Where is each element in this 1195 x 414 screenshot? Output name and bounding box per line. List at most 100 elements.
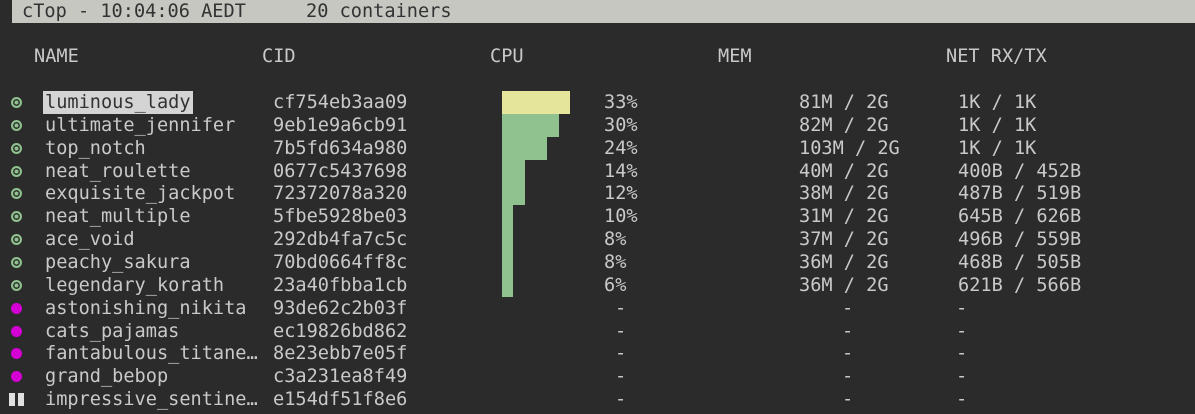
cpu-value: 12%	[604, 183, 638, 205]
status-paused-icon	[9, 393, 25, 407]
column-header-mem[interactable]: MEM	[718, 46, 752, 67]
status-stopped-icon	[11, 371, 22, 383]
mem-value: 36M / 2G	[799, 274, 889, 296]
cpu-value: 14%	[604, 160, 638, 182]
status-running-icon	[11, 97, 22, 108]
cpu-bar	[502, 182, 525, 206]
net-value: 1K / 1K	[958, 137, 1037, 159]
column-header-cid[interactable]: CID	[262, 46, 296, 67]
container-row[interactable]: grand_bebop c3a231ea8f49 - - -	[0, 365, 1195, 388]
container-cid: 23a40fbba1cb	[273, 274, 408, 296]
column-header-net[interactable]: NET RX/TX	[946, 46, 1047, 67]
container-count: 20 containers	[306, 1, 452, 22]
container-row[interactable]: neat_multiple 5fbe5928be03 10% 31M / 2G 645B…	[0, 205, 1195, 229]
net-value: -	[956, 297, 968, 319]
net-value: 487B / 519B	[958, 183, 1082, 205]
column-header-cpu[interactable]: CPU	[490, 46, 524, 67]
status-running-icon	[11, 234, 22, 246]
container-name: luminous_lady	[43, 91, 193, 114]
mem-value: 36M / 2G	[799, 251, 889, 273]
status-running-icon	[11, 279, 22, 291]
container-row[interactable]: cats_pajamas ec19826bd862 - - -	[0, 320, 1195, 343]
container-row[interactable]: fantabulous_titane… 8e23ebb7e05f - - -	[0, 342, 1195, 365]
cpu-value: -	[615, 343, 627, 365]
net-value: -	[956, 343, 968, 365]
container-row[interactable]: luminous_lady cf754eb3aa09 33% 81M / 2G 1K /…	[0, 91, 1195, 114]
container-row[interactable]: astonishing_nikita 93de62c2b03f - - -	[0, 297, 1195, 320]
cpu-value: 8%	[604, 229, 627, 251]
net-value: -	[956, 366, 968, 388]
container-cid: 0677c5437698	[273, 160, 408, 182]
net-value: 645B / 626B	[958, 206, 1082, 228]
cpu-bar	[502, 136, 548, 160]
net-value: 1K / 1K	[958, 114, 1037, 136]
net-value: 496B / 559B	[958, 229, 1082, 251]
status-stopped-icon	[11, 302, 22, 314]
cpu-bar	[502, 159, 525, 183]
net-value: 621B / 566B	[958, 274, 1082, 296]
mem-value: -	[842, 343, 854, 365]
container-row[interactable]: impressive_sentine… e154df51f8e6 - - -	[0, 388, 1195, 411]
container-cid: 9eb1e9a6cb91	[273, 114, 408, 136]
mem-value: 82M / 2G	[799, 114, 889, 136]
cpu-bar	[502, 205, 514, 229]
container-cid: 7b5fd634a980	[273, 137, 408, 159]
cpu-bar	[502, 91, 570, 114]
mem-value: 31M / 2G	[799, 206, 889, 228]
net-value: 1K / 1K	[958, 92, 1037, 113]
container-name: neat_multiple	[45, 206, 191, 228]
cpu-value: 8%	[604, 251, 627, 273]
mem-value: 37M / 2G	[799, 229, 889, 251]
container-name: legendary_korath	[45, 274, 225, 296]
container-row[interactable]: ultimate_jennifer 9eb1e9a6cb91 30% 82M / 2G…	[0, 113, 1195, 137]
mem-value: -	[842, 366, 854, 388]
net-value: 400B / 452B	[958, 160, 1082, 182]
title-bar: cTop - 10:04:06 AEDT 20 containers	[12, 0, 1195, 23]
cpu-value: 33%	[604, 92, 638, 113]
status-running-icon	[11, 211, 22, 223]
container-cid: 292db4fa7c5c	[273, 229, 408, 251]
mem-value: 38M / 2G	[799, 183, 889, 205]
mem-value: -	[842, 389, 854, 411]
cpu-bar	[502, 273, 514, 297]
container-cid: c3a231ea8f49	[273, 366, 408, 388]
container-cid: 72372078a320	[273, 183, 408, 205]
container-cid: 8e23ebb7e05f	[273, 343, 408, 365]
container-row[interactable]: ace_void 292db4fa7c5c 8% 37M / 2G 496B / 559…	[0, 228, 1195, 252]
container-name: top_notch	[45, 137, 146, 159]
container-name: astonishing_nikita	[45, 297, 247, 319]
cpu-value: -	[615, 320, 627, 342]
app-title: cTop - 10:04:06 AEDT	[22, 1, 246, 22]
container-name: neat_roulette	[45, 160, 191, 182]
net-value: -	[956, 389, 968, 411]
mem-value: 103M / 2G	[799, 137, 900, 159]
container-row[interactable]: peachy_sakura 70bd0664ff8c 8% 36M / 2G 468B …	[0, 250, 1195, 274]
cpu-bar	[502, 113, 559, 137]
cpu-value: -	[615, 297, 627, 319]
status-running-icon	[11, 165, 22, 177]
cpu-bar	[502, 250, 514, 274]
container-cid: 93de62c2b03f	[273, 297, 408, 319]
mem-value: 81M / 2G	[799, 92, 889, 113]
container-name: exquisite_jackpot	[45, 183, 236, 205]
cpu-value: 10%	[604, 206, 638, 228]
status-running-icon	[11, 188, 22, 200]
cpu-value: 30%	[604, 114, 638, 136]
container-row[interactable]: exquisite_jackpot 72372078a320 12% 38M / 2G…	[0, 182, 1195, 206]
cpu-value: -	[615, 389, 627, 411]
container-row[interactable]: neat_roulette 0677c5437698 14% 40M / 2G 400B…	[0, 159, 1195, 183]
container-row[interactable]: legendary_korath 23a40fbba1cb 6% 36M / 2G 62…	[0, 273, 1195, 297]
container-cid: ec19826bd862	[273, 320, 408, 342]
container-row[interactable]: top_notch 7b5fd634a980 24% 103M / 2G 1K / 1K	[0, 136, 1195, 160]
cpu-bar	[502, 228, 514, 252]
container-cid: 5fbe5928be03	[273, 206, 408, 228]
mem-value: -	[842, 297, 854, 319]
container-name: ace_void	[45, 229, 135, 251]
column-header-name[interactable]: NAME	[34, 46, 79, 67]
cpu-value: 6%	[604, 274, 627, 296]
status-running-icon	[11, 119, 22, 131]
container-cid: cf754eb3aa09	[273, 92, 408, 113]
cpu-value: 24%	[604, 137, 638, 159]
mem-value: 40M / 2G	[799, 160, 889, 182]
status-stopped-icon	[11, 348, 22, 360]
